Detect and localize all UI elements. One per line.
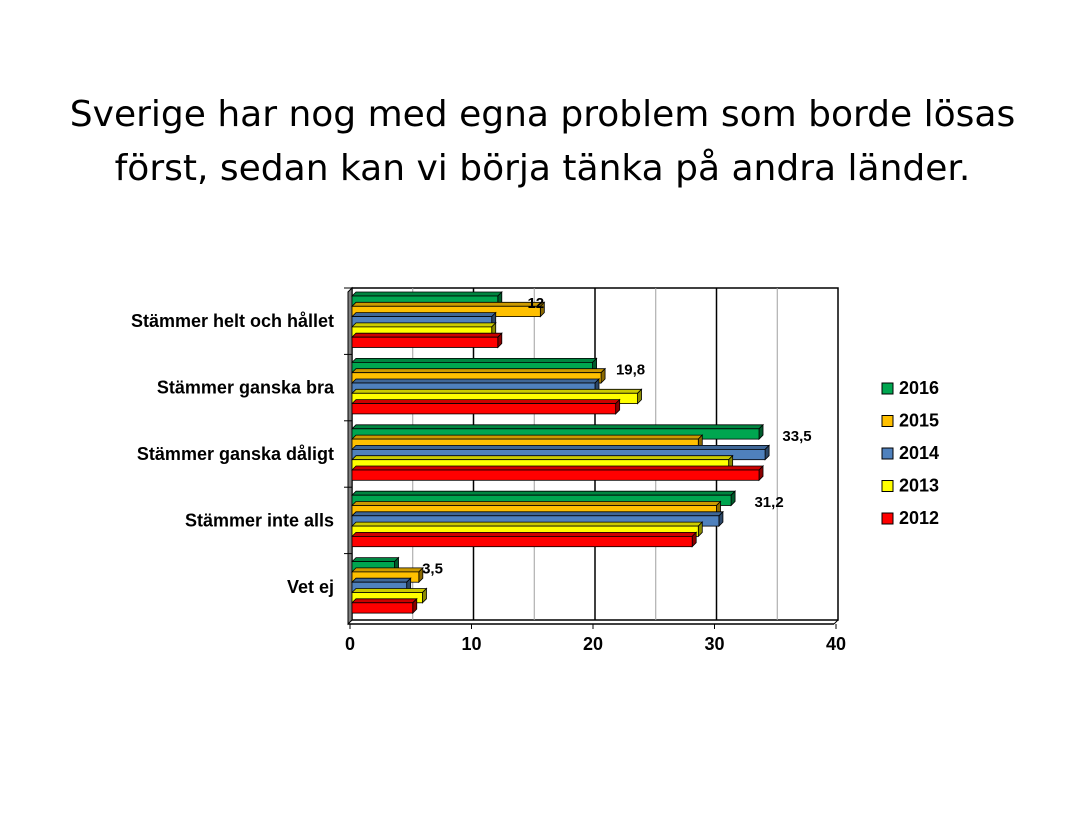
- bar-top-face: [351, 312, 497, 318]
- bar-top-face: [351, 444, 771, 450]
- bar-top-face: [351, 567, 424, 573]
- bar-top-face: [351, 434, 704, 440]
- legend-swatch-2013: [881, 480, 894, 492]
- x-tick-label: 20: [583, 634, 603, 654]
- bar-top-face: [351, 322, 497, 328]
- category-label: Stämmer ganska bra: [157, 378, 335, 398]
- legend-label-2016: 2016: [899, 378, 939, 398]
- bar-top-face: [351, 577, 412, 583]
- bar-2012: [351, 469, 760, 481]
- bar-top-face: [351, 557, 400, 562]
- bar-top-face: [351, 291, 503, 297]
- category-label: Stämmer helt och hållet: [131, 311, 334, 331]
- bar-top-face: [351, 501, 722, 506]
- data-label: 33,5: [782, 428, 811, 445]
- bar-top-face: [351, 378, 600, 384]
- x-tick-label: 40: [826, 634, 846, 654]
- bar-2012: [351, 536, 693, 548]
- bar-top-face: [351, 465, 764, 471]
- bar-top-face: [351, 490, 737, 496]
- data-label: 31,2: [754, 494, 783, 511]
- category-label: Stämmer inte alls: [185, 510, 334, 530]
- bar-2012: [351, 403, 617, 415]
- bar-top-face: [351, 511, 724, 517]
- axis-wall: [347, 286, 353, 626]
- data-label: 19,8: [616, 361, 645, 378]
- bar-top-face: [351, 332, 503, 338]
- data-label: 3,5: [422, 561, 443, 578]
- bar-top-face: [351, 532, 698, 537]
- bar-top-face: [351, 424, 764, 430]
- bar-top-face: [351, 588, 428, 593]
- legend-swatch-2015: [881, 415, 894, 427]
- title-line-1: Sverige har nog med egna problem som bor…: [69, 94, 1016, 135]
- legend-label-2012: 2012: [899, 508, 939, 528]
- x-tick-label: 0: [345, 634, 355, 654]
- bar-top-face: [351, 368, 607, 374]
- data-label: 12: [527, 295, 544, 312]
- x-axis-edge: [833, 619, 839, 625]
- bar-top-face: [351, 598, 418, 604]
- chart-title: Sverige har nog med egna problem som bor…: [0, 88, 1085, 196]
- bar-top-face: [351, 357, 598, 363]
- bar-top-face: [351, 301, 546, 307]
- bar-top-face: [351, 388, 643, 394]
- bar-2012: [351, 602, 414, 614]
- bar-top-face: [351, 455, 734, 461]
- legend-label-2014: 2014: [899, 443, 939, 463]
- legend-label-2015: 2015: [899, 411, 939, 431]
- bar-2012: [351, 336, 499, 348]
- bar-top-face: [351, 521, 704, 527]
- x-tick-label: 30: [704, 634, 724, 654]
- title-line-2: först, sedan kan vi börja tänka på andra…: [114, 148, 971, 189]
- category-label: Stämmer ganska dåligt: [137, 444, 334, 464]
- x-tick-label: 10: [461, 634, 481, 654]
- legend-swatch-2012: [881, 512, 894, 525]
- legend-label-2013: 2013: [899, 476, 939, 496]
- bar-top-face: [351, 399, 621, 405]
- category-label: Vet ej: [287, 577, 334, 597]
- legend-swatch-2016: [881, 382, 894, 395]
- legend-swatch-2014: [881, 447, 894, 460]
